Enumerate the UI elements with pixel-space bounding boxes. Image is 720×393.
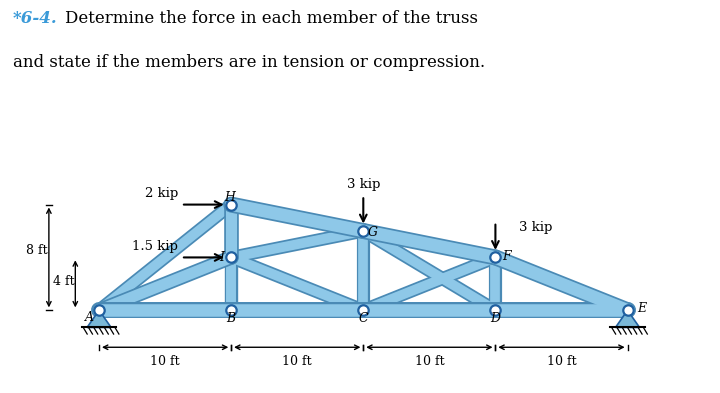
Text: 10 ft: 10 ft bbox=[546, 354, 576, 367]
Text: 4 ft: 4 ft bbox=[53, 275, 74, 288]
Text: E: E bbox=[637, 303, 647, 316]
Text: A: A bbox=[86, 311, 94, 324]
Text: 3 kip: 3 kip bbox=[519, 220, 552, 233]
Text: G: G bbox=[368, 226, 378, 239]
Text: 10 ft: 10 ft bbox=[415, 354, 444, 367]
Text: B: B bbox=[227, 312, 235, 325]
Text: 10 ft: 10 ft bbox=[150, 354, 180, 367]
Text: 2 kip: 2 kip bbox=[145, 187, 179, 200]
Text: *6-4.: *6-4. bbox=[13, 10, 58, 27]
Text: D: D bbox=[490, 312, 500, 325]
Text: I: I bbox=[219, 251, 224, 264]
Text: C: C bbox=[359, 312, 368, 325]
Text: 10 ft: 10 ft bbox=[282, 354, 312, 367]
Polygon shape bbox=[616, 310, 639, 327]
Text: H: H bbox=[225, 191, 235, 204]
Text: 8 ft: 8 ft bbox=[26, 244, 48, 257]
Text: F: F bbox=[503, 250, 511, 263]
Text: and state if the members are in tension or compression.: and state if the members are in tension … bbox=[13, 54, 485, 71]
Text: 3 kip: 3 kip bbox=[346, 178, 380, 191]
Polygon shape bbox=[87, 310, 111, 327]
Text: Determine the force in each member of the truss: Determine the force in each member of th… bbox=[65, 10, 478, 27]
Text: 1.5 kip: 1.5 kip bbox=[132, 240, 179, 253]
